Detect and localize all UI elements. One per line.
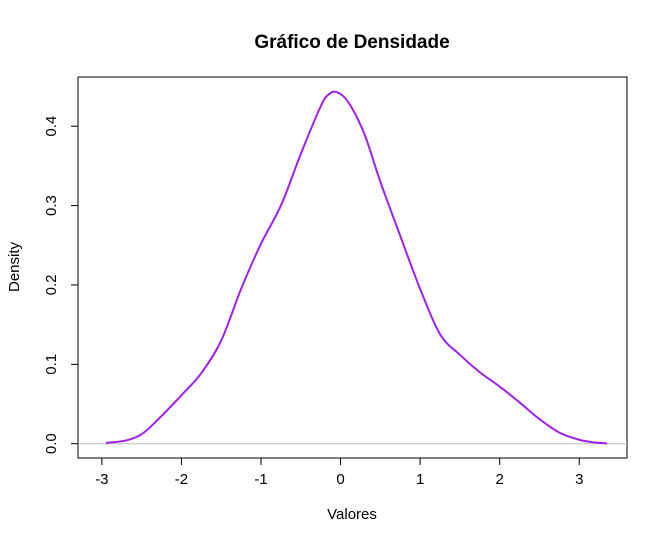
density-curve (105, 90, 608, 445)
y-axis-label: Density (6, 241, 23, 292)
x-tick-label: 2 (496, 471, 504, 488)
plot-layer (78, 90, 627, 445)
x-tick-label: -2 (175, 471, 188, 488)
plot-frame (77, 76, 628, 459)
x-tick-label: 1 (416, 471, 424, 488)
y-tick-label: 0.0 (43, 433, 60, 454)
chart-title: Gráfico de Densidade (254, 32, 449, 53)
x-tick-label: -1 (254, 471, 267, 488)
x-axis: -3 -2 -1 0 1 2 3 (95, 457, 583, 488)
y-tick-label: 0.3 (43, 195, 60, 216)
x-tick-label: 3 (575, 471, 583, 488)
x-tick-label: 0 (336, 471, 344, 488)
y-tick-label: 0.1 (43, 354, 60, 375)
y-tick-label: 0.4 (43, 116, 60, 137)
x-tick-label: -3 (95, 471, 108, 488)
y-tick-label: 0.2 (43, 275, 60, 296)
x-axis-label: Valores (327, 506, 377, 523)
y-axis: 0.0 0.1 0.2 0.3 0.4 (43, 116, 79, 454)
